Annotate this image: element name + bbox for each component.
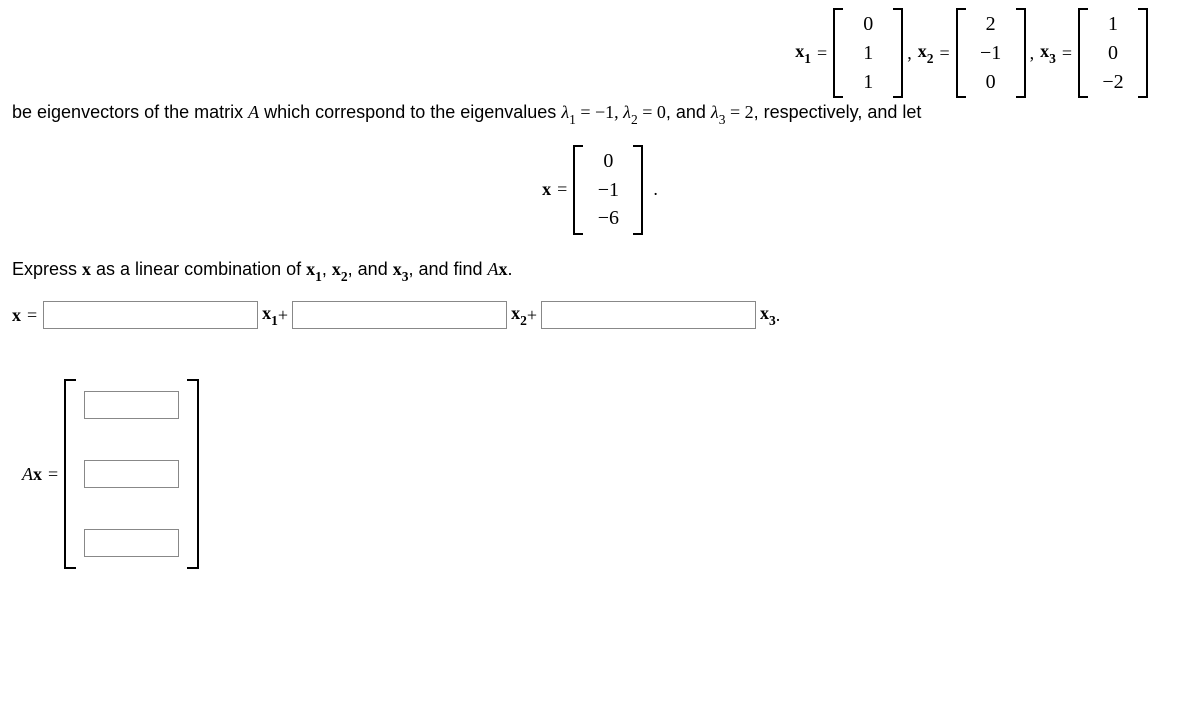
- x-label: x: [542, 179, 551, 200]
- x-vector: 0 −1 −6: [573, 145, 643, 235]
- ax-entry-1-input[interactable]: [84, 391, 179, 419]
- combo-x3: x3: [760, 303, 776, 328]
- x1-label: x1: [795, 41, 811, 66]
- x1-vector: 0 1 1: [833, 8, 903, 98]
- linear-combination-row: x = x1+ x2+ x3.: [12, 301, 1188, 329]
- ax-result-row: Ax =: [22, 379, 1188, 569]
- x2-vector: 2 −1 0: [956, 8, 1026, 98]
- eigenvalue-sentence: be eigenvectors of the matrix A which co…: [12, 102, 1188, 127]
- coeff1-input[interactable]: [43, 301, 258, 329]
- ax-label: Ax: [22, 464, 42, 485]
- combo-x2: x2: [511, 303, 527, 328]
- x-vector-definition: x = 0 −1 −6 .: [12, 145, 1188, 235]
- coeff2-input[interactable]: [292, 301, 507, 329]
- ax-matrix: [64, 379, 199, 569]
- eigenvector-definitions: x1 = 0 1 1 , x2 = 2 −1 0 , x3 =: [12, 8, 1188, 98]
- instruction-sentence: Express x as a linear combination of x1,…: [12, 259, 1188, 284]
- equals: =: [817, 43, 827, 64]
- x2-label: x2: [918, 41, 934, 66]
- ax-entry-3-input[interactable]: [84, 529, 179, 557]
- x3-label: x3: [1040, 41, 1056, 66]
- combo-lhs: x: [12, 305, 21, 326]
- combo-x1: x1: [262, 303, 278, 328]
- x3-vector: 1 0 −2: [1078, 8, 1148, 98]
- ax-entry-2-input[interactable]: [84, 460, 179, 488]
- coeff3-input[interactable]: [541, 301, 756, 329]
